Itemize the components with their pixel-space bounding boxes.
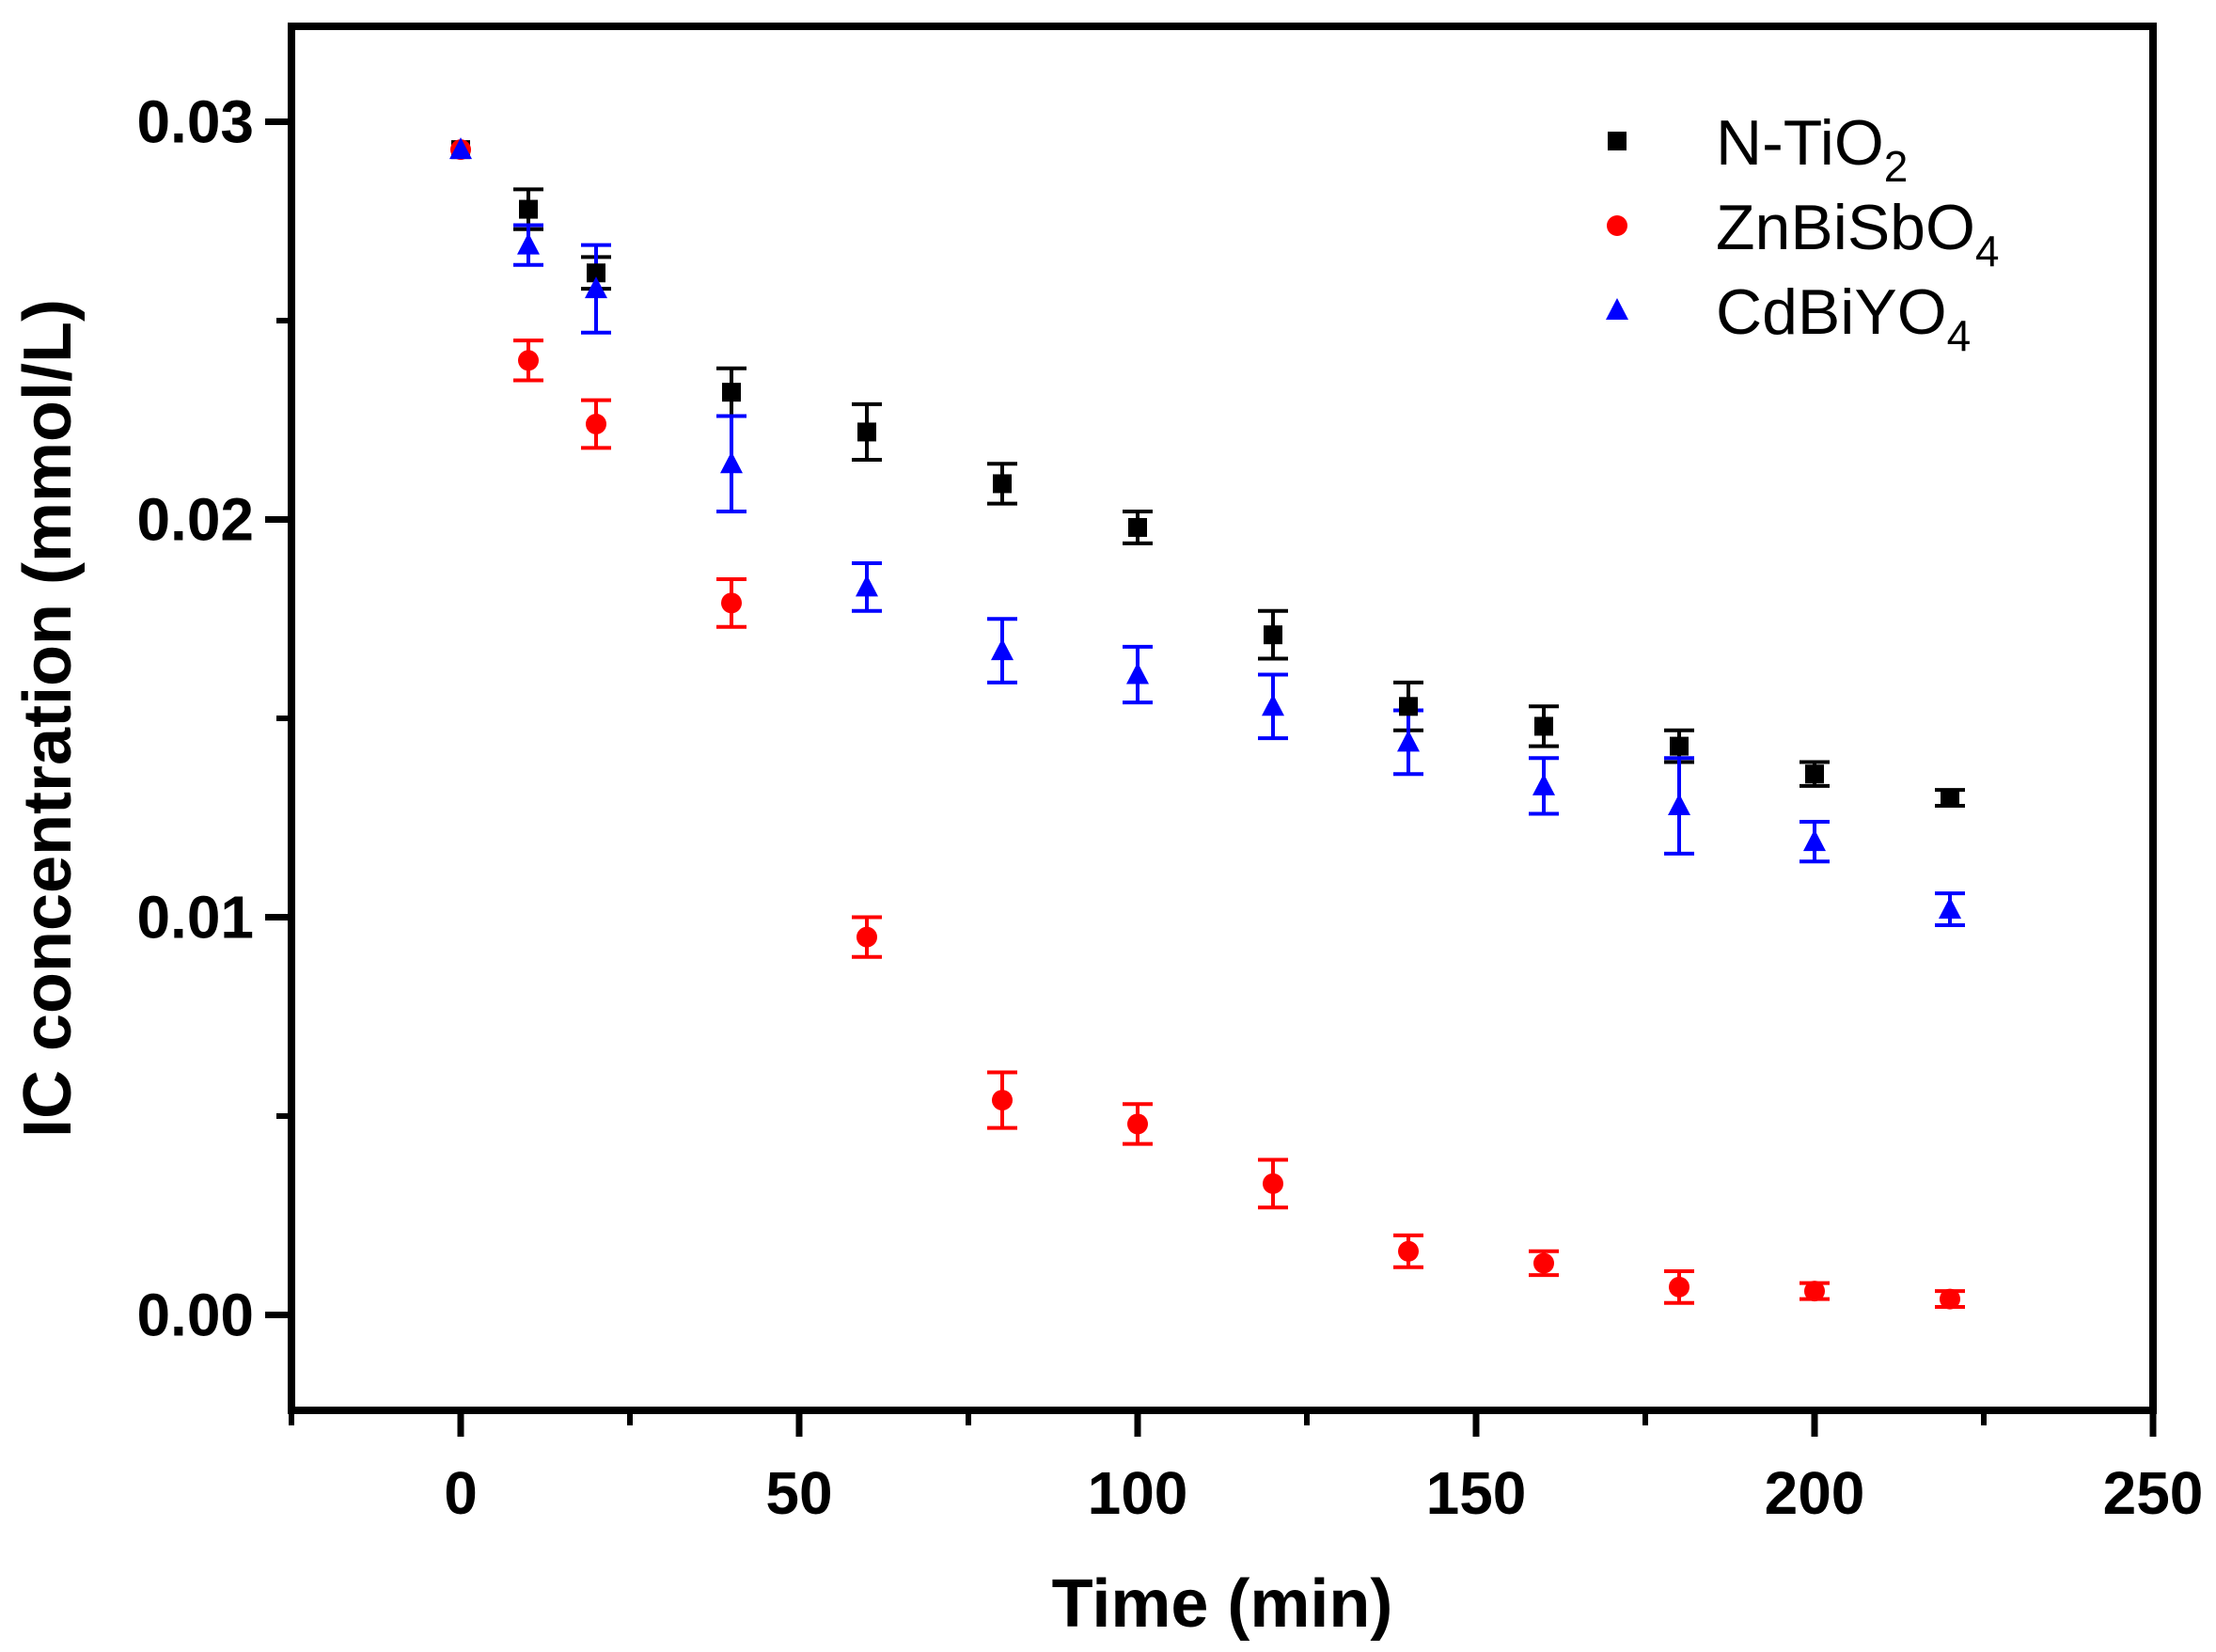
data-point-cdbiyo4 [1397, 730, 1420, 752]
x-tick-label: 50 [765, 1459, 832, 1527]
data-point-n-tio2 [1534, 716, 1553, 736]
data-point-n-tio2 [1670, 736, 1689, 756]
data-point-cdbiyo4 [1126, 662, 1149, 684]
y-axis-title: IC concentration (mmol/L) [10, 299, 86, 1138]
data-point-n-tio2 [722, 383, 741, 402]
data-point-cdbiyo4 [1939, 897, 1961, 920]
data-point-znbisbo4 [1804, 1281, 1825, 1302]
legend-label-znbisbo4: ZnBiSbO4 [1716, 192, 1999, 275]
axis-ticks [265, 118, 2157, 1437]
data-point-cdbiyo4 [449, 137, 472, 160]
data-point-znbisbo4 [992, 1090, 1013, 1111]
data-point-n-tio2 [519, 199, 538, 219]
data-point-cdbiyo4 [1532, 773, 1555, 795]
x-tick-label: 200 [1765, 1459, 1865, 1527]
x-tick-label: 0 [444, 1459, 478, 1527]
x-axis-title: Time (min) [1052, 1566, 1393, 1642]
data-point-znbisbo4 [857, 926, 877, 948]
legend-label-cdbiyo4: CdBiYO4 [1716, 276, 1971, 360]
data-point-n-tio2 [1941, 788, 1959, 808]
data-point-znbisbo4 [1940, 1288, 1960, 1310]
data-point-znbisbo4 [1263, 1172, 1283, 1194]
data-point-cdbiyo4 [991, 638, 1014, 661]
data-point-znbisbo4 [1669, 1276, 1690, 1298]
data-point-n-tio2 [1399, 697, 1418, 716]
data-point-n-tio2 [1264, 625, 1282, 645]
data-point-znbisbo4 [721, 592, 742, 614]
data-point-znbisbo4 [1127, 1113, 1148, 1135]
data-point-cdbiyo4 [856, 574, 878, 597]
data-point-n-tio2 [1128, 517, 1147, 537]
data-point-cdbiyo4 [517, 232, 540, 255]
data-point-cdbiyo4 [1803, 829, 1826, 852]
data-point-n-tio2 [587, 263, 605, 283]
y-tick-label: 0.01 [136, 883, 254, 951]
legend-marker-znbisbo4 [1607, 215, 1627, 236]
legend-subscript-znbisbo4: 4 [1975, 227, 2000, 275]
legend-label-n-tio2: N-TiO2 [1716, 107, 1908, 191]
data-point-znbisbo4 [586, 413, 606, 434]
data-markers [449, 137, 1961, 1310]
legend-marker-n-tio2 [1608, 132, 1627, 150]
x-tick-label: 100 [1088, 1459, 1188, 1527]
data-point-n-tio2 [857, 422, 876, 442]
x-tick-label: 250 [2103, 1459, 2204, 1527]
legend-subscript-n-tio2: 2 [1884, 142, 1909, 191]
data-point-cdbiyo4 [720, 451, 743, 474]
data-point-znbisbo4 [1533, 1252, 1554, 1274]
y-tick-label: 0.02 [136, 486, 254, 554]
legend-subscript-cdbiyo4: 4 [1947, 311, 1972, 360]
data-point-znbisbo4 [1398, 1240, 1419, 1262]
axis-tick-labels: 0 50 100 150 200 250 0.00 0.01 0.02 0.03 [136, 88, 2203, 1527]
data-point-cdbiyo4 [1262, 694, 1284, 716]
data-point-n-tio2 [993, 474, 1012, 494]
legend-marker-cdbiyo4 [1606, 298, 1628, 320]
data-point-cdbiyo4 [585, 276, 607, 299]
x-tick-label: 150 [1426, 1459, 1527, 1527]
y-tick-label: 0.00 [136, 1281, 254, 1348]
data-point-cdbiyo4 [1668, 794, 1690, 816]
data-point-n-tio2 [1805, 764, 1824, 784]
y-tick-label: 0.03 [136, 88, 254, 156]
data-point-znbisbo4 [518, 350, 539, 371]
error-bars [513, 187, 1965, 1310]
